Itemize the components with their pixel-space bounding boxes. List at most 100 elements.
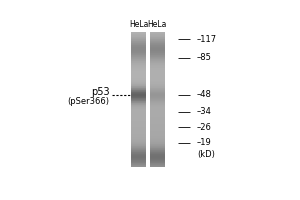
Bar — [150, 68, 165, 69]
Text: –19: –19 — [197, 138, 212, 147]
Bar — [131, 80, 146, 81]
Bar — [131, 78, 146, 79]
Bar — [150, 107, 165, 108]
Bar — [150, 119, 165, 120]
Bar — [131, 104, 146, 105]
Bar — [150, 75, 165, 76]
Bar — [150, 86, 165, 87]
Bar — [150, 160, 165, 161]
Bar — [131, 64, 146, 65]
Bar — [131, 53, 146, 54]
Bar — [131, 60, 146, 61]
Bar — [131, 114, 146, 115]
Bar — [131, 106, 146, 107]
Bar — [150, 151, 165, 152]
Bar — [150, 87, 165, 88]
Bar — [150, 70, 165, 71]
Bar — [150, 62, 165, 63]
Bar — [131, 65, 146, 66]
Bar — [150, 134, 165, 135]
Bar — [150, 157, 165, 158]
Bar — [150, 52, 165, 53]
Bar — [131, 61, 146, 62]
Bar — [150, 54, 165, 55]
Bar — [150, 71, 165, 72]
Bar — [131, 115, 146, 116]
Bar — [131, 77, 146, 78]
Bar — [150, 129, 165, 130]
Bar — [150, 44, 165, 45]
Bar — [150, 58, 165, 59]
Bar — [150, 109, 165, 110]
Bar — [131, 138, 146, 139]
Bar — [131, 134, 146, 135]
Bar — [131, 82, 146, 83]
Bar — [131, 111, 146, 112]
Bar — [131, 97, 146, 98]
Bar — [131, 112, 146, 113]
Bar — [131, 137, 146, 138]
Bar — [131, 47, 146, 48]
Bar — [150, 161, 165, 162]
Bar — [150, 49, 165, 50]
Bar — [131, 39, 146, 40]
Bar — [150, 116, 165, 117]
Bar — [150, 139, 165, 140]
Bar — [131, 88, 146, 89]
Bar — [150, 67, 165, 68]
Bar — [131, 164, 146, 165]
Bar — [150, 74, 165, 75]
Bar — [150, 162, 165, 163]
Bar — [150, 124, 165, 125]
Bar — [131, 49, 146, 50]
Bar — [150, 79, 165, 80]
Bar — [150, 128, 165, 129]
Bar — [150, 83, 165, 84]
Bar — [150, 32, 165, 33]
Bar — [150, 84, 165, 85]
Bar — [131, 101, 146, 102]
Bar — [150, 126, 165, 127]
Text: –34: –34 — [197, 107, 212, 116]
Text: HeLa: HeLa — [129, 20, 148, 29]
Bar — [131, 54, 146, 55]
Bar — [131, 162, 146, 163]
Bar — [131, 166, 146, 167]
Bar — [131, 157, 146, 158]
Bar — [150, 65, 165, 66]
Text: p53: p53 — [91, 87, 110, 97]
Bar — [150, 165, 165, 166]
Bar — [131, 129, 146, 130]
Bar — [150, 141, 165, 142]
Bar — [150, 115, 165, 116]
Bar — [150, 90, 165, 91]
Bar — [131, 87, 146, 88]
Bar — [131, 141, 146, 142]
Bar — [131, 109, 146, 110]
Bar — [150, 66, 165, 67]
Bar — [131, 122, 146, 123]
Bar — [131, 95, 146, 96]
Bar — [150, 95, 165, 96]
Bar — [131, 75, 146, 76]
Text: –117: –117 — [197, 35, 217, 44]
Bar — [150, 55, 165, 56]
Bar — [150, 102, 165, 103]
Bar — [150, 48, 165, 49]
Bar — [131, 158, 146, 159]
Bar — [150, 77, 165, 78]
Bar — [131, 76, 146, 77]
Bar — [150, 110, 165, 111]
Bar — [150, 76, 165, 77]
Bar — [131, 131, 146, 132]
Bar — [150, 101, 165, 102]
Bar — [150, 36, 165, 37]
Bar — [131, 103, 146, 104]
Bar — [150, 145, 165, 146]
Bar — [131, 124, 146, 125]
Bar — [131, 165, 146, 166]
Bar — [150, 94, 165, 95]
Bar — [131, 83, 146, 84]
Bar — [131, 96, 146, 97]
Bar — [150, 99, 165, 100]
